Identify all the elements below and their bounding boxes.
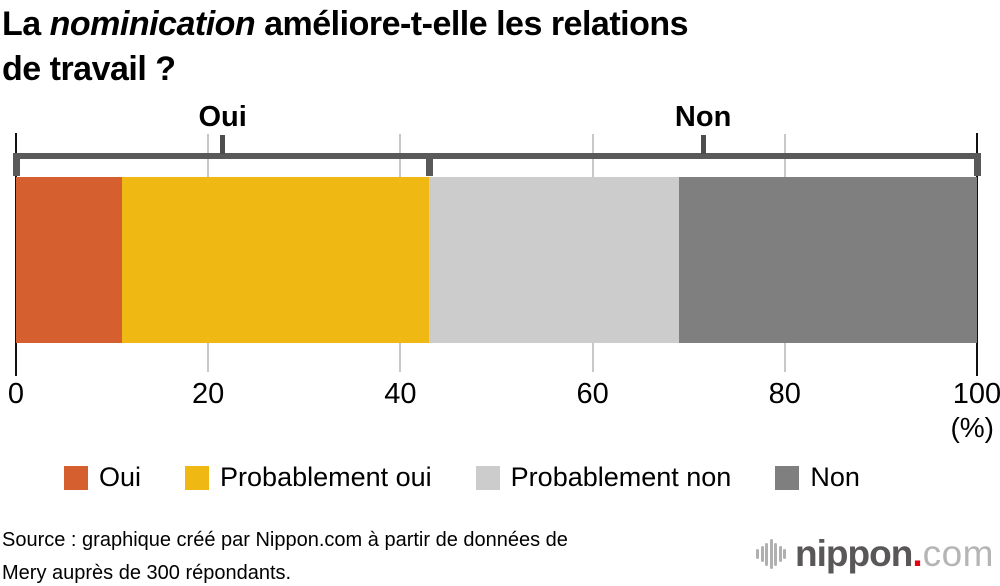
bracket-cap [12, 153, 20, 176]
legend-item: Oui [64, 462, 141, 493]
x-tick-label: 100 [952, 378, 1000, 410]
legend-item: Probablement oui [185, 462, 432, 493]
group-tick [220, 135, 226, 154]
title-line2: de travail ? [2, 50, 176, 88]
bracket-cap [425, 153, 433, 176]
stacked-bar [16, 177, 977, 343]
legend-swatch [185, 465, 210, 490]
bar-segment-non [679, 177, 977, 343]
legend-item: Probablement non [475, 462, 732, 493]
title-suffix: améliore-t-elle les relations [255, 5, 689, 43]
waveform-bar [756, 549, 760, 559]
waveform-bar [778, 546, 782, 562]
legend-item: Non [775, 462, 860, 493]
waveform-bar [783, 549, 787, 559]
x-axis-unit-label: (%) [950, 412, 994, 443]
bracket-bar [13, 153, 433, 159]
waveform-bar [769, 539, 773, 569]
bracket-cap [973, 153, 981, 176]
chart-title: La nominication améliore-t-elle les rela… [2, 2, 942, 92]
source-line-1: Source : graphique créé par Nippon.com à… [2, 529, 568, 551]
logo-tld-text: com [922, 533, 994, 574]
legend-label: Oui [99, 462, 142, 492]
legend-swatch [64, 465, 88, 490]
waveform-bar [774, 542, 778, 566]
group-label: Non [674, 101, 732, 133]
bracket-cap [425, 153, 433, 176]
legend-label: Non [810, 462, 860, 492]
waveform-bar [760, 546, 764, 562]
logo-brand-text: nippon [795, 533, 913, 574]
legend-label: Probablement oui [220, 462, 432, 492]
legend: Oui Probablement oui Probablement non Non [64, 462, 860, 493]
bracket-bar [426, 153, 980, 159]
logo-dot: . [912, 533, 923, 574]
x-tick-label: 20 [192, 378, 225, 410]
bar-segment-oui [16, 177, 122, 343]
group-label: Oui [198, 101, 247, 133]
bar-segment-probablement-oui [121, 177, 430, 343]
x-tick-label: 60 [576, 378, 609, 410]
title-italic-word: nominication [49, 5, 256, 43]
legend-swatch [775, 465, 800, 490]
legend-label: Probablement non [510, 462, 732, 492]
waveform-icon [756, 539, 787, 569]
waveform-bar [765, 542, 769, 566]
group-tick [700, 135, 706, 154]
nippon-logo: nippon. com [756, 533, 994, 575]
legend-swatch [475, 465, 500, 490]
x-tick-label: 0 [7, 378, 25, 410]
source-note: Source : graphique créé par Nippon.com à… [2, 524, 568, 586]
source-line-2: Mery auprès de 300 répondants. [2, 562, 292, 584]
x-tick-label: 40 [384, 378, 417, 410]
title-prefix: La [2, 5, 50, 43]
x-tick-label: 80 [768, 378, 801, 410]
bar-segment-probablement-non [429, 177, 680, 343]
